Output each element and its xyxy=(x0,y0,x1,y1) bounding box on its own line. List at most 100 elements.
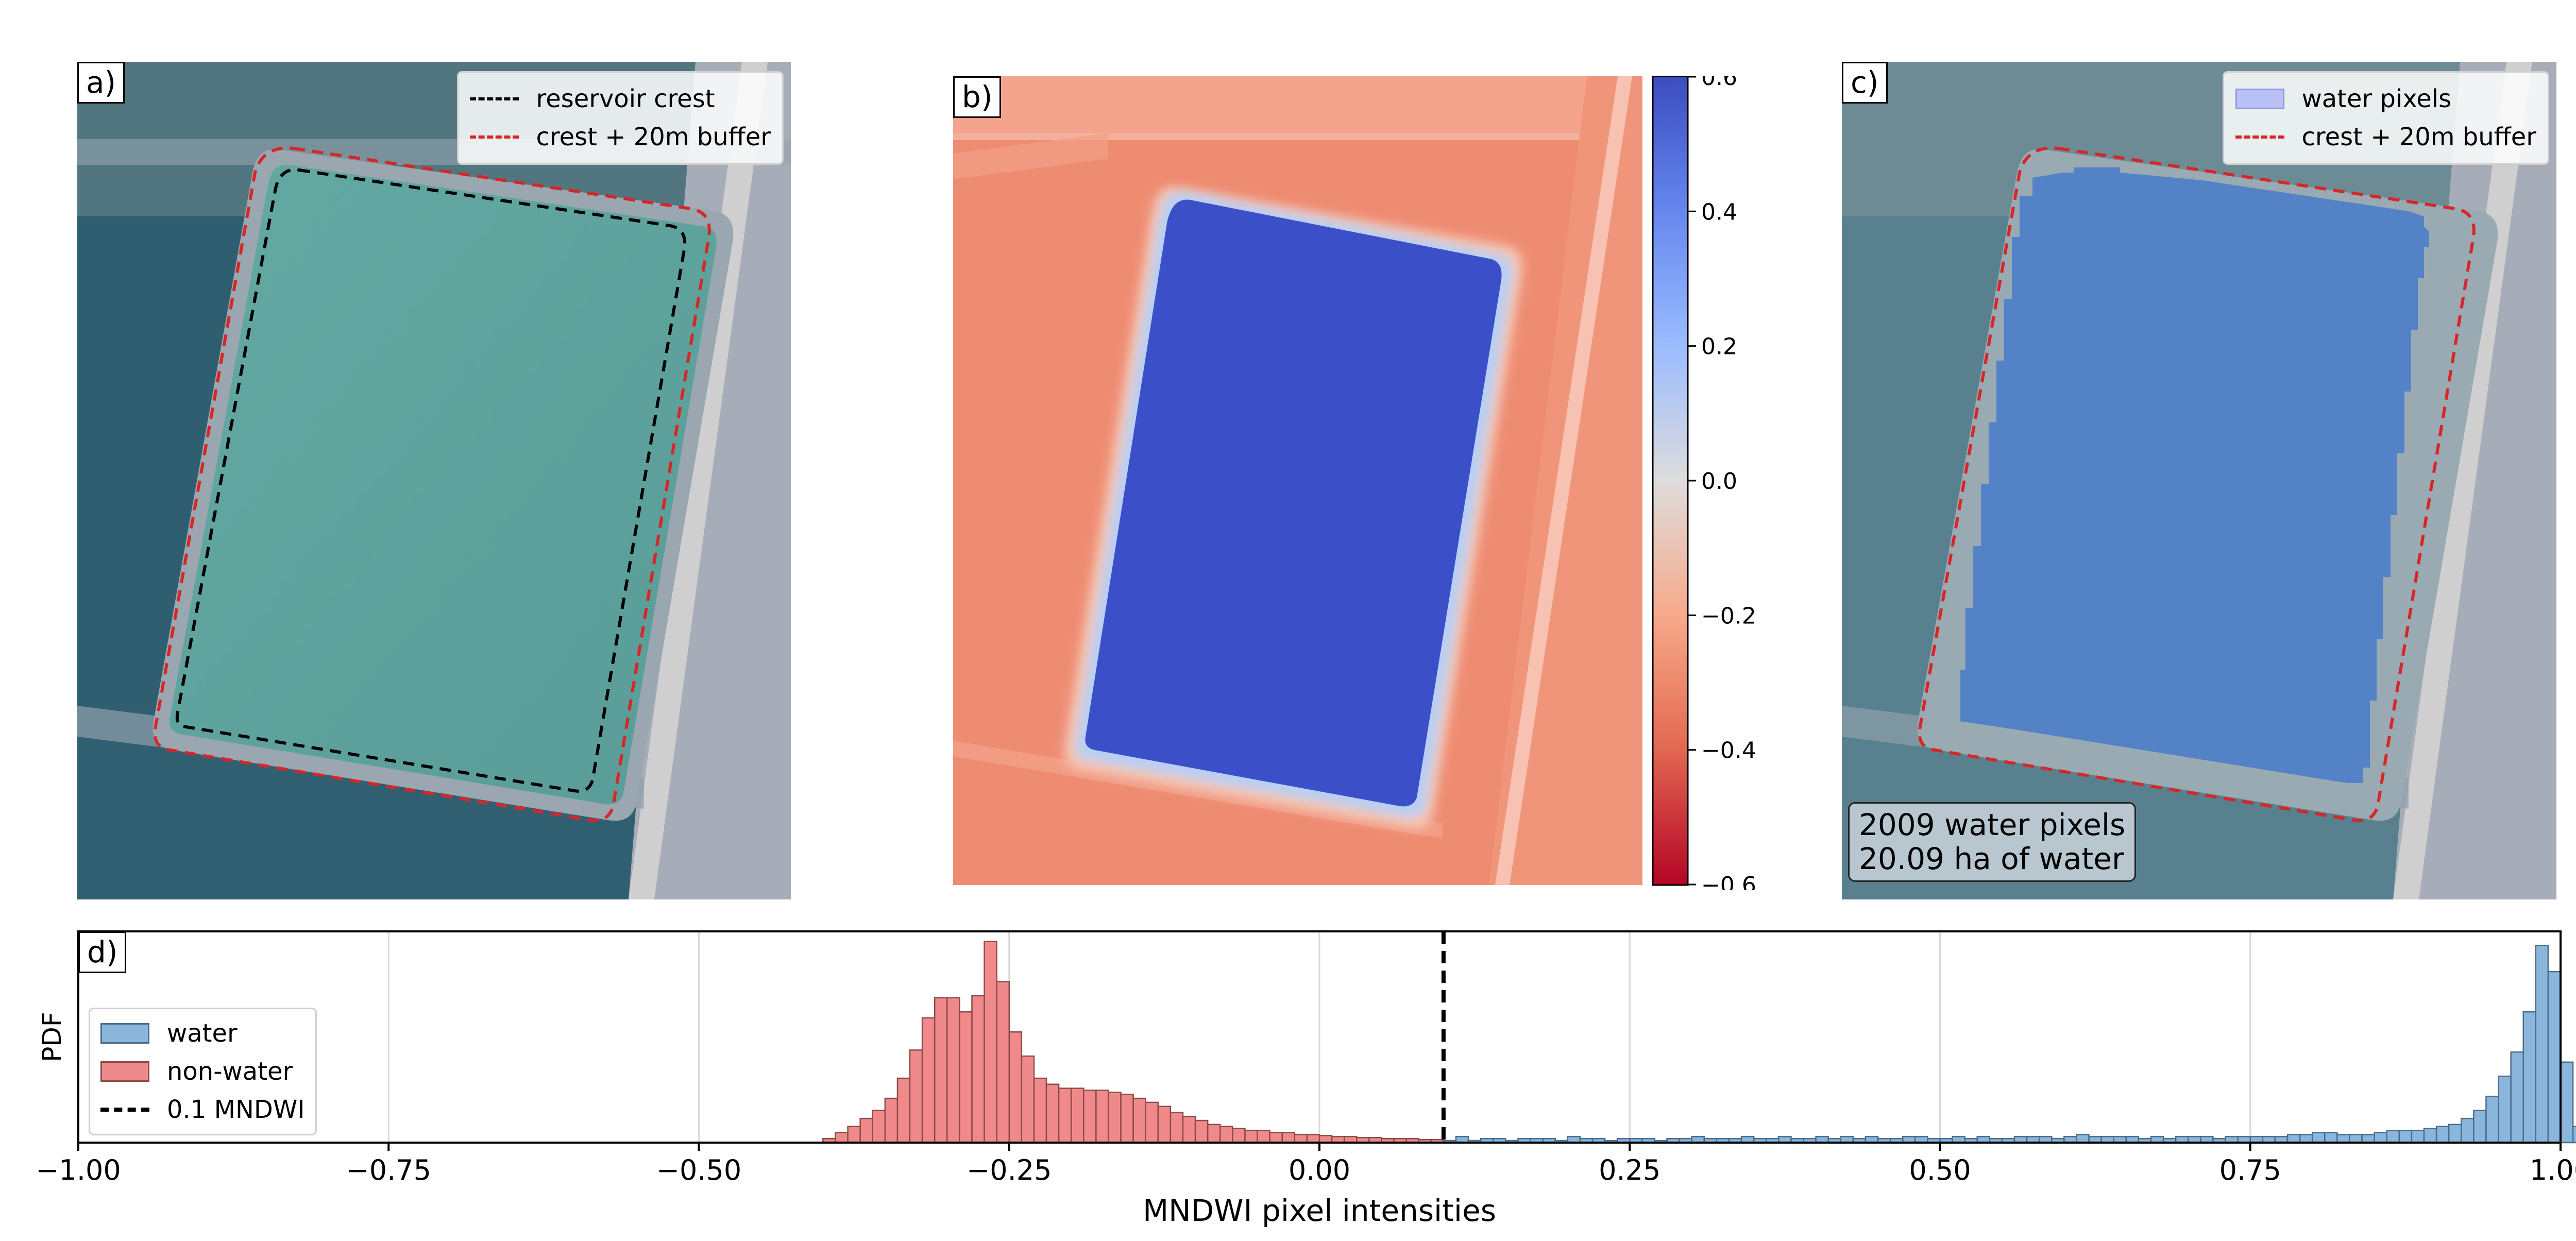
x-tick-label: −1.00 xyxy=(36,1154,121,1186)
histogram-bar-non-water xyxy=(984,941,997,1144)
legend-item-threshold: 0.1 MNDWI xyxy=(100,1091,305,1129)
water-stats-box: 2009 water pixels 20.09 ha of water xyxy=(1848,802,2137,882)
histogram-bar-non-water xyxy=(921,1017,936,1144)
histogram-bar-non-water xyxy=(1157,1106,1172,1144)
legend-item-water: water xyxy=(100,1014,305,1052)
histogram-bar-non-water xyxy=(1083,1090,1097,1144)
histogram-bar-water xyxy=(2560,1061,2574,1144)
colorbar: 0.6 0.4 0.2 0.0 −0.2 −0.4 −0.6 xyxy=(1652,76,1775,890)
histogram-bar-non-water xyxy=(1170,1112,1184,1144)
dashed-line-icon xyxy=(2235,135,2284,139)
histogram-bar-non-water xyxy=(1318,1135,1333,1144)
histogram-bar-non-water xyxy=(1194,1119,1209,1144)
buffer-line-c xyxy=(1918,146,2476,822)
colorbar-tick-label: 0.0 xyxy=(1701,468,1737,495)
histogram-bar-water xyxy=(2374,1132,2387,1144)
histogram-bar-water xyxy=(2386,1130,2400,1144)
legend-label: reservoir crest xyxy=(536,84,715,113)
legend-label: crest + 20m buffer xyxy=(2301,123,2536,151)
histogram-bar-water xyxy=(2461,1117,2475,1144)
panel-a-legend: reservoir crest crest + 20m buffer xyxy=(456,71,784,165)
histogram-bar-non-water xyxy=(835,1132,849,1144)
buffer-line-a xyxy=(153,146,711,822)
panel-d-label: d) xyxy=(78,931,127,973)
x-tick-label: 1.00 xyxy=(2530,1154,2576,1186)
x-tick-label: 0.25 xyxy=(1599,1154,1660,1186)
histogram-bar-non-water xyxy=(1132,1097,1146,1144)
legend-item-crest-buffer: crest + 20m buffer xyxy=(2235,118,2536,156)
legend-item-water-pixels: water pixels xyxy=(2235,80,2536,118)
panel-a-satellite-image: a) reservoir crest crest + 20m buffer xyxy=(77,62,791,899)
colorbar-tick-label: 0.4 xyxy=(1701,199,1737,225)
x-tick-label: 0.00 xyxy=(1289,1154,1350,1186)
histogram-bar-water xyxy=(2286,1134,2301,1144)
histogram-bar-non-water xyxy=(1207,1124,1221,1144)
histogram-bar-non-water xyxy=(872,1110,886,1144)
x-tick-label: −0.25 xyxy=(967,1154,1052,1186)
legend-label: non-water xyxy=(167,1057,293,1086)
histogram-svg: −1.00 −0.75 −0.50 −0.25 0.00 0.25 0.50 0.75 1.00… xyxy=(36,930,2576,1228)
reservoir-crest-line xyxy=(175,168,687,793)
panel-a-label: a) xyxy=(77,62,125,104)
histogram-bar-water xyxy=(2473,1110,2487,1144)
histogram-bar-water xyxy=(2398,1130,2413,1144)
histogram-bar-water xyxy=(2324,1132,2338,1144)
histogram-bar-non-water xyxy=(896,1077,911,1144)
water-pixels-mask xyxy=(1960,167,2429,783)
histogram-bar-water xyxy=(2435,1126,2450,1144)
filled-box-icon xyxy=(100,1023,149,1044)
histogram-bar-non-water xyxy=(1306,1134,1320,1144)
legend-item-non-water: non-water xyxy=(100,1052,305,1091)
dashed-line-icon xyxy=(469,97,519,100)
water-pixel-count: 2009 water pixels xyxy=(1859,807,2126,842)
histogram-bar-water xyxy=(2311,1132,2326,1144)
panel-b-mndwi-map: b) xyxy=(953,76,1642,885)
panel-a-image xyxy=(77,62,791,899)
colorbar-tick-label: −0.2 xyxy=(1701,603,1756,629)
histogram-bar-non-water xyxy=(934,997,948,1144)
histogram-bar-water xyxy=(2299,1134,2313,1144)
y-axis-label: PDF xyxy=(37,1012,67,1062)
histogram-bar-water xyxy=(2547,971,2562,1144)
colorbar-tick-label: 0.6 xyxy=(1701,76,1737,91)
histogram-bar-non-water xyxy=(1219,1126,1233,1144)
legend-label: 0.1 MNDWI xyxy=(167,1095,305,1124)
panel-b-image xyxy=(953,76,1642,885)
panel-c-label: c) xyxy=(1842,62,1888,104)
histogram-bar-non-water xyxy=(1281,1132,1296,1144)
panel-c-legend: water pixels crest + 20m buffer xyxy=(2222,71,2549,165)
x-axis-label: MNDWI pixel intensities xyxy=(1143,1193,1496,1228)
histogram-bar-non-water xyxy=(1232,1128,1246,1144)
colorbar-tick-label: 0.2 xyxy=(1701,334,1737,360)
histogram-bar-non-water xyxy=(1095,1090,1109,1144)
histogram-bar-non-water xyxy=(1120,1094,1134,1144)
histogram-bar-non-water xyxy=(946,997,960,1144)
histogram-legend: water non-water 0.1 MNDWI xyxy=(89,1008,317,1135)
legend-label: crest + 20m buffer xyxy=(536,123,771,151)
histogram-bar-non-water xyxy=(1021,1055,1035,1144)
legend-item-crest-buffer: crest + 20m buffer xyxy=(469,118,771,156)
histogram-bar-non-water xyxy=(971,995,985,1144)
histogram-bar-water xyxy=(2336,1134,2350,1144)
dashed-line-icon xyxy=(469,135,519,139)
panel-c-water-mask: c) water pixels crest + 20m buffer 2009 … xyxy=(1842,62,2556,899)
histogram-bar-water xyxy=(2498,1075,2512,1144)
panel-c-image xyxy=(1842,62,2556,899)
legend-label: water pixels xyxy=(2301,84,2452,113)
histogram-bar-non-water xyxy=(996,981,1010,1144)
histogram-bar-water xyxy=(2448,1124,2462,1144)
x-axis-ticks: −1.00 −0.75 −0.50 −0.25 0.00 0.25 0.50 0.75 1.00 xyxy=(36,1143,2576,1186)
legend-item-reservoir-crest: reservoir crest xyxy=(469,80,771,118)
panel-b-label: b) xyxy=(953,76,1002,118)
x-tick-label: −0.75 xyxy=(346,1154,431,1186)
histogram-bar-non-water xyxy=(1257,1130,1270,1144)
colorbar-tick-label: −0.4 xyxy=(1701,738,1756,764)
histogram-bar-non-water xyxy=(859,1117,874,1144)
histogram-bar-water xyxy=(2349,1134,2363,1144)
histogram-bar-water xyxy=(2361,1134,2375,1144)
histogram-bar-non-water xyxy=(1108,1092,1122,1144)
water-area: 20.09 ha of water xyxy=(1859,841,2124,877)
histogram-bar-water xyxy=(2510,1051,2524,1144)
histogram-bar-non-water xyxy=(1182,1115,1196,1144)
x-tick-label: −0.50 xyxy=(656,1154,741,1186)
